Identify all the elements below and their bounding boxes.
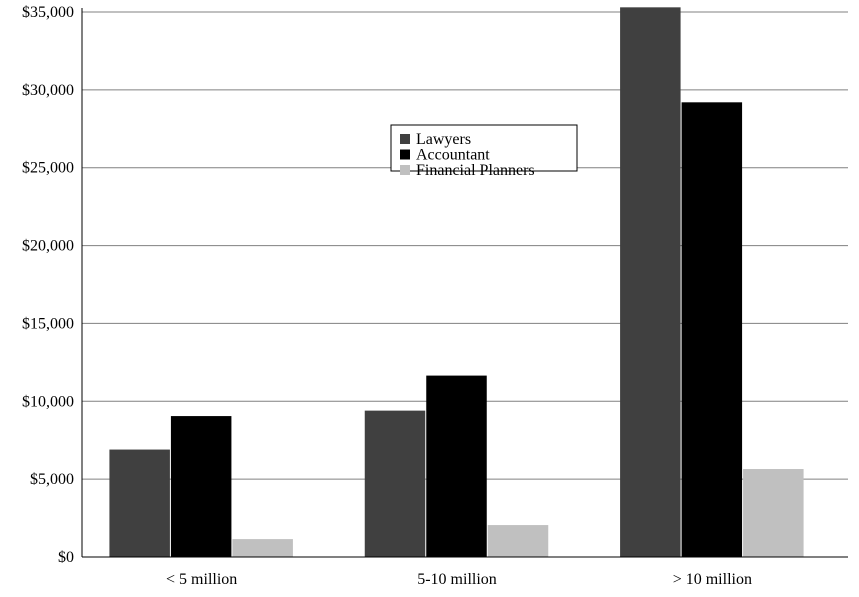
y-tick-label: $10,000 — [22, 393, 74, 410]
legend-swatch — [400, 134, 410, 144]
x-category-labels: < 5 million 5-10 million > 10 million — [166, 571, 752, 588]
bar-lawyers — [109, 449, 170, 557]
legend-swatch — [400, 165, 410, 175]
y-tick-label: $25,000 — [22, 160, 74, 177]
y-tick-label: $0 — [58, 549, 74, 566]
bar-financial-planners — [232, 539, 293, 557]
y-tick-label: $20,000 — [22, 238, 74, 255]
y-tick-label: $35,000 — [22, 4, 74, 21]
x-category-label: < 5 million — [166, 571, 237, 588]
legend-label: Accountant — [416, 147, 490, 164]
bar-accountant — [426, 375, 487, 557]
y-tick-labels: $0 $5,000 $10,000 $15,000 $20,000 $25,000 $30,… — [22, 4, 74, 566]
x-category-label: 5-10 million — [417, 571, 497, 588]
bar-financial-planners — [743, 469, 804, 557]
legend-label: Lawyers — [416, 131, 471, 148]
legend-label: Financial Planners — [416, 162, 535, 179]
bar-lawyers — [364, 410, 426, 557]
x-category-label: > 10 million — [673, 571, 752, 588]
y-tick-label: $30,000 — [22, 82, 74, 99]
y-tick-label: $15,000 — [22, 315, 74, 332]
bar-accountant — [170, 416, 232, 557]
y-tick-label: $5,000 — [30, 471, 74, 488]
bar-accountant — [681, 102, 743, 558]
legend-swatch — [400, 149, 410, 160]
bar-lawyers — [620, 7, 681, 558]
bar-financial-planners — [487, 525, 549, 557]
axes — [81, 8, 848, 558]
bars — [109, 7, 804, 558]
legend-box — [390, 124, 578, 172]
